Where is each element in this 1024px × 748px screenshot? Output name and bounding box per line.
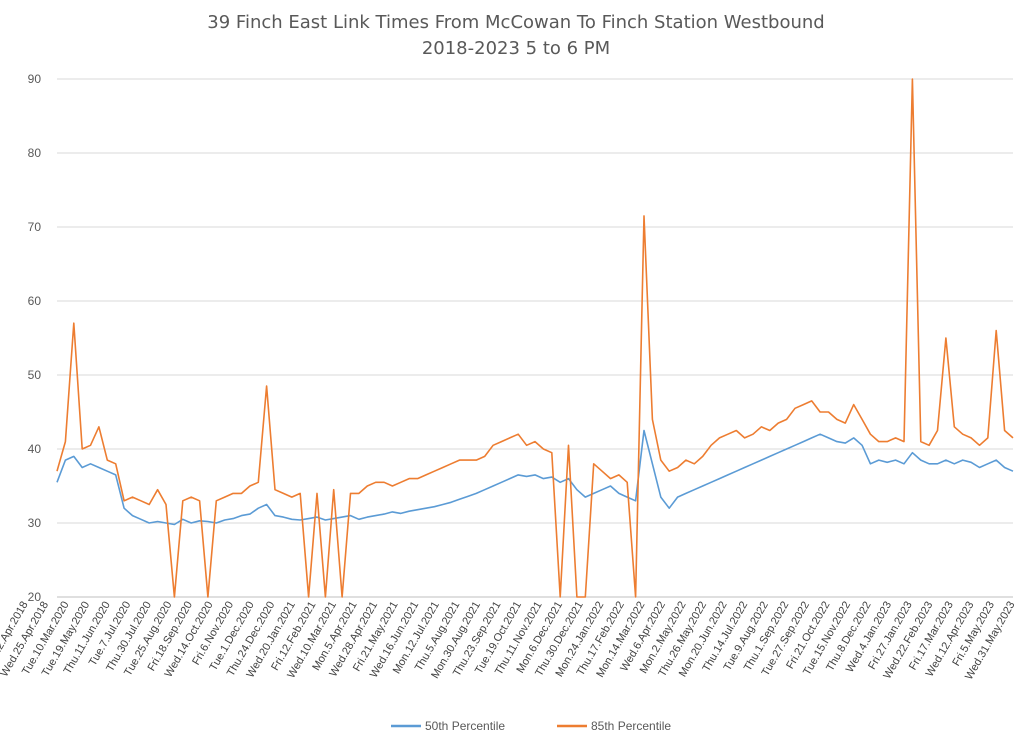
y-tick-label: 50 [28,368,42,382]
y-tick-label: 30 [28,516,42,530]
y-tick-label: 70 [28,220,42,234]
y-tick-label: 20 [28,590,42,604]
series-line-85th-percentile [56,78,1014,598]
legend-label: 50th Percentile [425,719,505,733]
series-lines [56,78,1014,598]
chart-title: 39 Finch East Link Times From McCowan To… [207,12,824,33]
y-tick-label: 60 [28,294,42,308]
y-axis: 20 30 40 50 60 70 80 90 [28,72,42,604]
legend-label: 85th Percentile [591,719,671,733]
y-tick-label: 90 [28,72,42,86]
y-tick-label: 80 [28,146,42,160]
series-line-50th-percentile [56,429,1014,526]
legend: 50th Percentile 85th Percentile [391,719,671,733]
chart-subtitle: 2018-2023 5 to 6 PM [422,38,610,59]
y-tick-label: 40 [28,442,42,456]
x-axis: Mon.2.Apr.2018Wed.25.Apr.2018Tue.10.Mar.… [0,599,1018,681]
